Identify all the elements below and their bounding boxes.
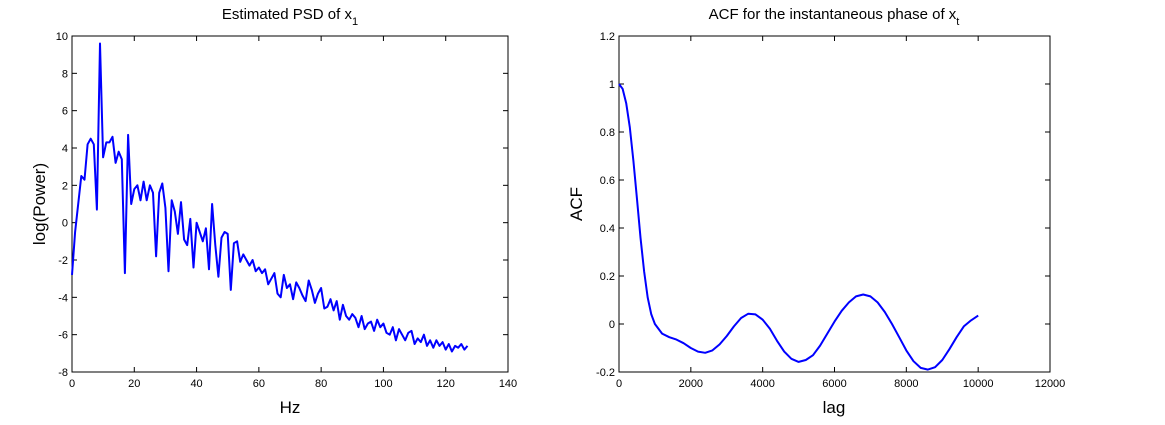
psd-y-tick-label-2: -4 (58, 292, 68, 304)
psd-y-tick-label-6: 4 (62, 143, 68, 155)
acf-x-tick-label-6: 12000 (1035, 378, 1066, 390)
psd-x-tick-label-2: 40 (190, 378, 202, 390)
acf-x-tick-label-0: 0 (616, 378, 622, 390)
acf-y-tick-label-3: 0.4 (600, 223, 615, 235)
psd-chart: Estimated PSD of x1 Hz log(Power) 0 20 40 6… (30, 6, 517, 417)
acf-x-tick-label-1: 2000 (679, 378, 703, 390)
acf-y-tick-label-6: 1 (609, 79, 615, 91)
psd-y-tick-label-3: -2 (58, 255, 68, 267)
acf-axis-ticks: 0 2000 4000 6000 8000 10000 12000-0.200.20.40.… (596, 31, 1065, 390)
psd-axis-ticks: 0 20 40 60 80 100 120 140 -8 -6 -4 -2 0 2 4 6 8 10 (56, 31, 517, 390)
acf-y-tick-label-5: 0.8 (600, 127, 615, 139)
psd-plot-frame (71, 35, 509, 373)
psd-y-tick-label-1: -6 (58, 330, 68, 342)
acf-x-axis-label: lag (823, 398, 846, 417)
acf-y-tick-label-0: -0.2 (596, 367, 615, 379)
psd-y-axis-label: log(Power) (30, 163, 49, 245)
psd-chart-title: Estimated PSD of x1 (222, 6, 358, 28)
acf-chart-title: ACF for the instantaneous phase of xt (709, 6, 960, 28)
acf-x-tick-label-2: 4000 (750, 378, 774, 390)
acf-y-tick-label-1: 0 (609, 319, 615, 331)
psd-x-tick-label-3: 60 (253, 378, 265, 390)
psd-y-tick-label-4: 0 (62, 218, 68, 230)
acf-y-axis-label: ACF (567, 187, 586, 221)
acf-y-tick-label-2: 0.2 (600, 271, 615, 283)
psd-x-tick-label-1: 20 (128, 378, 140, 390)
acf-title-text: ACF for the instantaneous phase of x (709, 6, 957, 23)
acf-chart: ACF for the instantaneous phase of xt la… (567, 6, 1065, 417)
psd-x-tick-label-7: 140 (499, 378, 517, 390)
psd-x-tick-label-0: 0 (69, 378, 75, 390)
psd-y-tick-label-9: 10 (56, 31, 68, 43)
psd-y-tick-label-5: 2 (62, 180, 68, 192)
acf-y-tick-label-4: 0.6 (600, 175, 615, 187)
acf-title-subscript: t (956, 16, 959, 28)
acf-x-tick-label-5: 10000 (963, 378, 994, 390)
psd-y-tick-label-0: -8 (58, 367, 68, 379)
psd-x-tick-label-6: 120 (437, 378, 455, 390)
acf-y-tick-label-7: 1.2 (600, 31, 615, 43)
psd-title-text: Estimated PSD of x (222, 6, 353, 23)
psd-title-subscript: 1 (352, 16, 358, 28)
psd-y-tick-label-8: 8 (62, 68, 68, 80)
acf-series-line (618, 83, 979, 371)
psd-y-tick-label-7: 6 (62, 106, 68, 118)
acf-x-tick-label-4: 8000 (894, 378, 918, 390)
psd-x-tick-label-4: 80 (315, 378, 327, 390)
psd-series-line (71, 42, 469, 353)
acf-x-tick-label-3: 6000 (822, 378, 846, 390)
psd-x-tick-label-5: 100 (374, 378, 392, 390)
psd-x-axis-label: Hz (280, 398, 301, 417)
